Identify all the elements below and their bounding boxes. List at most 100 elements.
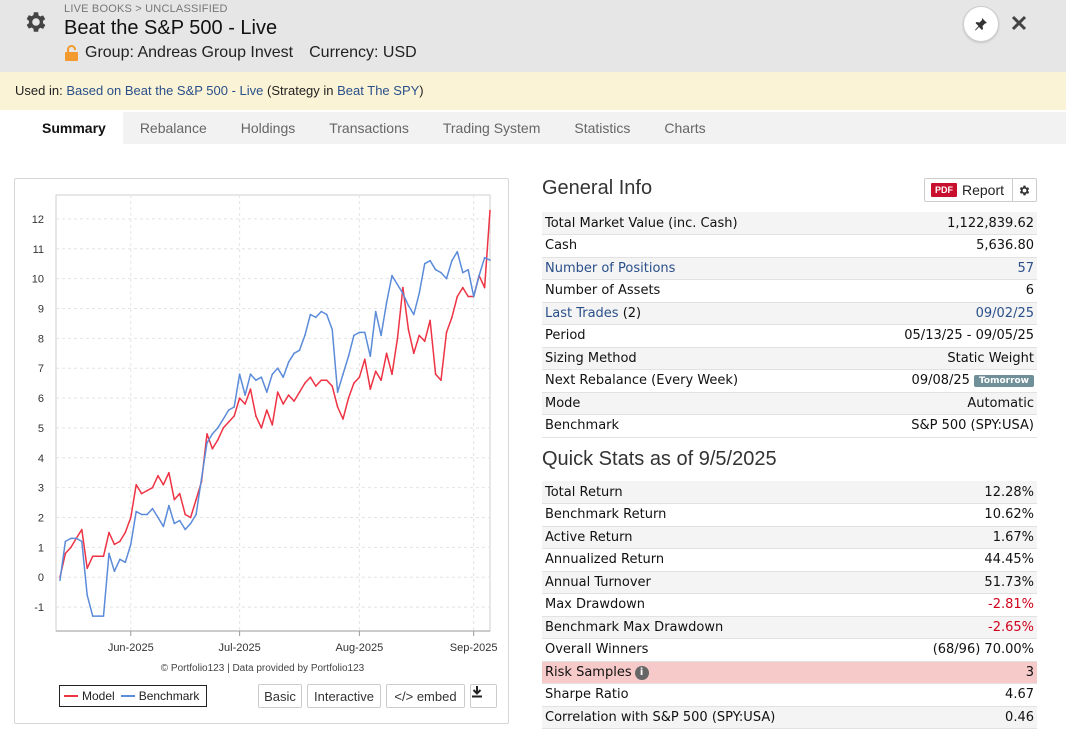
data-point-model [255, 415, 257, 417]
series-line-benchmark [59, 250, 491, 617]
pin-icon [975, 18, 987, 31]
data-point-benchmark [315, 316, 317, 319]
data-point-model [227, 421, 230, 423]
table-row: Mode Automatic [542, 392, 1037, 415]
data-point-model [347, 397, 350, 399]
y-tick-label: 5 [38, 423, 44, 435]
data-point-model [402, 286, 404, 289]
row-value: 3 [882, 661, 1037, 684]
data-point-benchmark [151, 507, 154, 510]
data-point-model [287, 394, 290, 396]
y-tick-label: 7 [38, 363, 44, 375]
interactive-button[interactable]: Interactive [307, 684, 381, 708]
last-trades-link[interactable]: Last Trades [545, 305, 619, 321]
data-point-benchmark [342, 373, 344, 375]
report-settings-button[interactable] [1012, 179, 1036, 201]
data-point-model [391, 373, 393, 375]
used-in-link[interactable]: Based on Beat the S&P 500 - Live [66, 83, 264, 98]
data-point-model [309, 376, 312, 378]
row-value: Automatic [836, 392, 1037, 415]
data-point-benchmark [102, 615, 105, 617]
gear-icon[interactable] [23, 9, 49, 35]
data-point-model [124, 531, 127, 534]
data-point-benchmark [97, 615, 99, 617]
row-value: 12.28% [882, 481, 1037, 504]
strategy-link[interactable]: Beat The SPY [337, 83, 420, 98]
row-label: Annual Turnover [542, 571, 883, 594]
data-point-benchmark [320, 310, 323, 313]
legend-benchmark-swatch [120, 695, 135, 697]
data-point-benchmark [238, 373, 241, 375]
tab-summary[interactable]: Summary [25, 112, 123, 144]
data-point-benchmark [445, 277, 448, 280]
data-point-model [146, 489, 148, 492]
legend-benchmark[interactable]: Benchmark [120, 689, 200, 703]
pdf-report-button[interactable]: PDF Report [924, 178, 1037, 202]
row-label: Sizing Method [542, 347, 837, 370]
data-point-benchmark [483, 256, 486, 259]
basic-button[interactable]: Basic [258, 684, 302, 708]
positions-link[interactable]: Number of Positions [545, 260, 676, 276]
pin-button[interactable] [963, 6, 999, 42]
row-label: Annualized Return [542, 548, 883, 572]
tab-charts[interactable]: Charts [664, 120, 706, 136]
y-tick-label: 1 [38, 542, 44, 554]
tab-transactions[interactable]: Transactions [329, 120, 409, 136]
data-point-model [407, 328, 410, 331]
table-row: Number of Assets 6 [542, 279, 1037, 303]
data-point-benchmark [195, 513, 197, 516]
x-tick-label: Jul-2025 [219, 642, 261, 654]
data-point-model [151, 486, 154, 489]
x-tick-label: Jun-2025 [108, 642, 154, 654]
row-value: 1.67% [882, 526, 1037, 549]
chart-legend[interactable]: Model Benchmark [59, 685, 207, 707]
data-point-benchmark [282, 376, 285, 378]
row-value: -2.65% [882, 616, 1037, 639]
positions-count-link[interactable]: 57 [1017, 260, 1034, 276]
legend-benchmark-label: Benchmark [138, 689, 200, 703]
data-point-model [342, 418, 344, 420]
data-point-model [358, 376, 361, 378]
data-point-benchmark [429, 259, 431, 262]
quick-stats-table: Total Return 12.28% Benchmark Return 10.62… [542, 481, 1037, 729]
table-row: Next Rebalance (Every Week) 09/08/25 Tomor… [542, 369, 1037, 393]
data-point-benchmark [451, 259, 453, 262]
breadcrumb[interactable]: LIVE BOOKS > UNCLASSIFIED [64, 3, 228, 15]
data-point-benchmark [200, 477, 203, 480]
info-icon[interactable]: i [634, 665, 649, 680]
data-point-benchmark [140, 513, 143, 516]
last-trades-date-link[interactable]: 09/02/25 [975, 305, 1034, 321]
used-in-end: ) [419, 83, 424, 98]
data-point-benchmark [347, 355, 350, 358]
data-point-model [325, 379, 328, 381]
table-row: Active Return 1.67% [542, 526, 1037, 549]
data-point-model [298, 391, 301, 393]
tab-rebalance[interactable]: Rebalance [139, 120, 207, 136]
data-point-model [456, 295, 459, 298]
tab-trading-system[interactable]: Trading System [442, 120, 541, 136]
data-point-model [102, 555, 105, 558]
tab-bar: Summary Rebalance Holdings Transactions … [25, 112, 1066, 144]
data-point-benchmark [423, 262, 426, 265]
tab-statistics[interactable]: Statistics [574, 120, 631, 136]
row-label: Benchmark [542, 414, 837, 438]
data-point-model [320, 379, 323, 381]
legend-model[interactable]: Model [64, 689, 115, 703]
tomorrow-badge: Tomorrow [973, 375, 1034, 388]
data-point-benchmark [157, 516, 159, 519]
currency-label: Currency: USD [309, 44, 417, 61]
data-point-model [81, 528, 83, 531]
embed-button[interactable]: </> embed [386, 684, 465, 708]
data-point-benchmark [146, 513, 148, 516]
download-button[interactable] [470, 684, 497, 708]
data-point-benchmark [309, 313, 312, 316]
data-point-model [396, 337, 399, 340]
data-point-benchmark [249, 373, 252, 375]
legend-model-swatch [64, 695, 78, 697]
data-point-model [467, 295, 470, 298]
data-point-model [353, 382, 355, 384]
tab-holdings[interactable]: Holdings [240, 120, 296, 136]
close-button[interactable] [1008, 12, 1030, 34]
data-point-benchmark [189, 522, 192, 525]
